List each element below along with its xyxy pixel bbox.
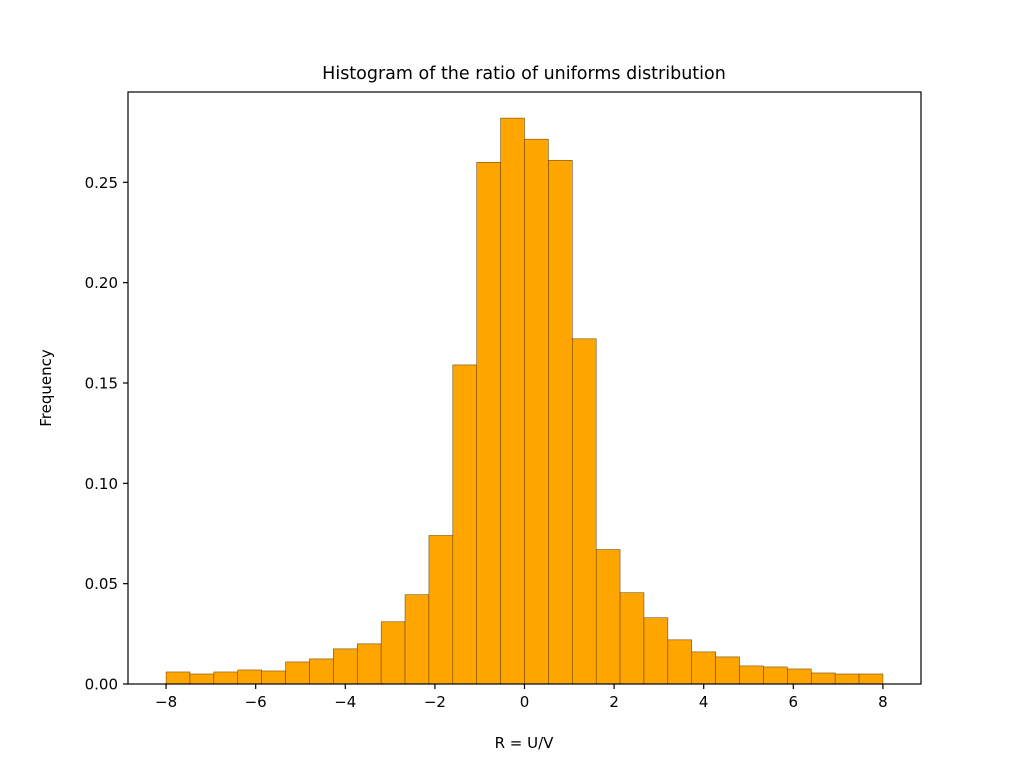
histogram-bar — [285, 661, 310, 685]
histogram-bar — [261, 670, 286, 685]
histogram-bar — [763, 666, 788, 685]
bars-layer — [165, 117, 884, 685]
histogram-bar — [643, 617, 669, 685]
y-tick-label: 0.20 — [85, 274, 118, 292]
chart-title: Histogram of the ratio of uniforms distr… — [322, 64, 726, 84]
histogram-bar — [834, 673, 860, 685]
x-tick-label: −2 — [424, 693, 446, 711]
histogram-bar — [476, 161, 501, 685]
histogram-bar — [380, 621, 406, 685]
histogram-bar — [548, 159, 573, 685]
x-tick-label: −4 — [334, 693, 356, 711]
x-tick-label: 0 — [520, 693, 530, 711]
histogram-bar — [333, 648, 358, 685]
histogram-bar — [619, 592, 645, 685]
x-tick-label: 4 — [699, 693, 709, 711]
y-tick-label: 0.00 — [85, 676, 118, 694]
histogram-bar — [309, 658, 334, 685]
histogram-bar — [715, 656, 740, 685]
histogram-bar — [524, 138, 549, 685]
histogram-bar — [667, 639, 693, 685]
x-tick-label: 8 — [878, 693, 888, 711]
histogram-bar — [858, 673, 884, 685]
histogram-bar — [500, 117, 525, 685]
histogram-bar — [787, 668, 812, 685]
x-axis-ticks: −8 −6 −4 −2 0 2 4 6 8 — [155, 684, 888, 711]
histogram-bar — [189, 673, 215, 685]
histogram-bar — [356, 643, 382, 685]
x-tick-label: 6 — [789, 693, 799, 711]
y-tick-label: 0.05 — [85, 575, 118, 593]
histogram-bar — [595, 549, 621, 685]
histogram-bar — [452, 364, 477, 685]
histogram-bar — [691, 651, 716, 685]
y-tick-label: 0.25 — [85, 174, 118, 192]
y-tick-label: 0.10 — [85, 475, 118, 493]
plot-frame — [127, 91, 922, 685]
histogram-bar — [237, 669, 262, 685]
y-tick-label: 0.15 — [85, 374, 118, 392]
x-tick-label: −6 — [245, 693, 267, 711]
histogram-bar — [572, 338, 597, 685]
histogram-bar — [739, 665, 764, 685]
histogram-bar — [404, 594, 430, 685]
histogram-bar — [213, 671, 239, 685]
y-axis-ticks: 0.00 0.05 0.10 0.15 0.20 0.25 — [85, 174, 128, 694]
y-axis-label: Frequency — [37, 349, 55, 427]
x-axis-label: R = U/V — [495, 734, 555, 752]
histogram-bar — [428, 535, 454, 685]
x-tick-label: 2 — [609, 693, 619, 711]
histogram-bar — [810, 672, 836, 685]
histogram-bar — [165, 671, 191, 685]
x-tick-label: −8 — [155, 693, 177, 711]
